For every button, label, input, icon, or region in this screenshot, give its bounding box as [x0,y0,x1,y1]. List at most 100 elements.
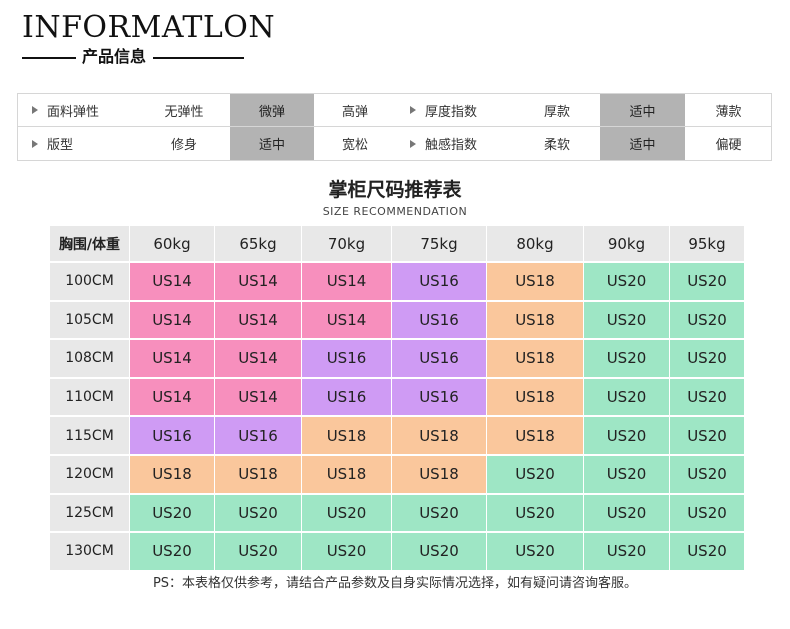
size-cell: US18 [392,417,487,456]
size-cell: US18 [487,301,584,341]
size-cell: US20 [584,494,670,534]
size-cell: US20 [302,533,392,572]
size-cell: US20 [487,455,584,495]
triangle-right-icon [32,139,38,148]
size-cell: US16 [392,378,487,418]
table-row: 110CM US14 US14 US16 US16 US18 US20 US20 [50,378,745,418]
size-cell: US20 [487,494,584,534]
attribute-label: 触感指数 [425,138,478,153]
product-info-grid: 面料弹性 无弹性 微弹 高弹 厚度指数 厚款 适中 薄款 版型 修身 适中 宽松 触感指数 柔软 适中 偏硬 [17,93,772,161]
attribute-option: 高弹 [314,94,396,127]
weight-header: 70kg [302,226,392,263]
size-cell: US18 [487,378,584,418]
info-attribute-1-left: 版型 [18,127,138,160]
size-cell: US20 [670,263,745,302]
table-row: 100CM US14 US14 US14 US16 US18 US20 US20 [50,263,745,302]
chest-size-header: 108CM [50,340,130,379]
size-cell: US20 [584,263,670,302]
size-cell: US16 [392,340,487,379]
chest-size-header: 115CM [50,417,130,456]
attribute-option-selected: 适中 [600,127,685,160]
attribute-option: 厚款 [514,94,600,127]
size-cell: US20 [215,533,302,572]
size-cell: US18 [215,455,302,495]
attribute-option: 修身 [170,138,197,153]
size-cell: US16 [392,301,487,341]
attribute-label: 版型 [47,138,74,153]
attribute-label: 厚度指数 [425,104,478,120]
info-attribute-1-right: 触感指数 [396,127,514,160]
header-divider-left [22,57,76,59]
size-cell: US14 [215,301,302,341]
chest-size-header: 100CM [50,263,130,302]
attribute-option: 宽松 [341,138,368,153]
chest-size-header: 110CM [50,378,130,418]
chest-size-header: 130CM [50,533,130,572]
info-attribute-0-right: 厚度指数 [396,94,514,127]
attribute-option-selected: 适中 [600,94,685,127]
info-attribute-0-left: 面料弹性 [18,94,138,127]
weight-header: 75kg [392,226,487,263]
size-cell: US16 [302,378,392,418]
size-cell: US20 [130,533,215,572]
size-cell: US18 [302,455,392,495]
size-cell: US20 [215,494,302,534]
weight-header: 90kg [584,226,670,263]
size-cell: US20 [670,494,745,534]
size-cell: US16 [215,417,302,456]
size-cell: US14 [215,263,302,302]
size-cell: US20 [584,340,670,379]
size-cell: US14 [130,301,215,341]
size-cell: US20 [130,494,215,534]
attribute-option: 薄款 [685,94,772,127]
attribute-label: 面料弹性 [47,104,100,120]
size-cell: US14 [215,340,302,379]
header-subtitle: 产品信息 [81,47,146,66]
size-cell: US16 [130,417,215,456]
size-section-title: 掌柜尺码推荐表 [328,179,462,201]
size-cell: US14 [302,301,392,341]
attribute-option-selected: 适中 [230,127,314,160]
table-row: 108CM US14 US14 US16 US16 US18 US20 US20 [50,340,745,379]
size-cell: US20 [670,533,745,572]
weight-header: 60kg [130,226,215,263]
table-corner-header: 胸围/体重 [50,226,130,263]
size-cell: US20 [584,417,670,456]
attribute-option: 柔软 [543,138,570,153]
size-cell: US20 [392,533,487,572]
size-cell: US20 [670,455,745,495]
size-cell: US18 [487,340,584,379]
size-cell: US14 [302,263,392,302]
size-cell: US20 [670,340,745,379]
size-cell: US20 [584,378,670,418]
table-row: 125CM US20 US20 US20 US20 US20 US20 US20 [50,494,745,534]
attribute-option: 无弹性 [138,94,230,127]
triangle-right-icon [32,106,38,114]
size-cell: US18 [302,417,392,456]
size-cell: US14 [215,378,302,418]
table-row: 120CM US18 US18 US18 US18 US20 US20 US20 [50,455,745,495]
size-cell: US18 [130,455,215,495]
triangle-right-icon [410,106,416,114]
chest-size-header: 120CM [50,455,130,495]
weight-header: 65kg [215,226,302,263]
weight-header: 95kg [670,226,745,263]
size-cell: US20 [670,417,745,456]
size-cell: US20 [670,301,745,341]
size-cell: US16 [302,340,392,379]
size-cell: US20 [392,494,487,534]
attribute-option-selected: 微弹 [230,94,314,127]
table-row: 115CM US16 US16 US18 US18 US18 US20 US20 [50,417,745,456]
weight-header: 80kg [487,226,584,263]
size-cell: US14 [130,378,215,418]
footnote: PS：本表格仅供参考，请结合产品参数及自身实际情况选择，如有疑问请咨询客服。 [152,576,638,591]
chest-size-header: 105CM [50,301,130,341]
size-cell: US18 [487,263,584,302]
size-cell: US20 [584,533,670,572]
size-cell: US20 [670,378,745,418]
size-cell: US20 [584,455,670,495]
size-cell: US20 [302,494,392,534]
size-cell: US14 [130,340,215,379]
size-recommendation-table: 胸围/体重 60kg 65kg 70kg 75kg 80kg 90kg 95kg 100CM U… [50,226,745,572]
size-section-subtitle: SIZE RECOMMENDATION [322,205,468,218]
